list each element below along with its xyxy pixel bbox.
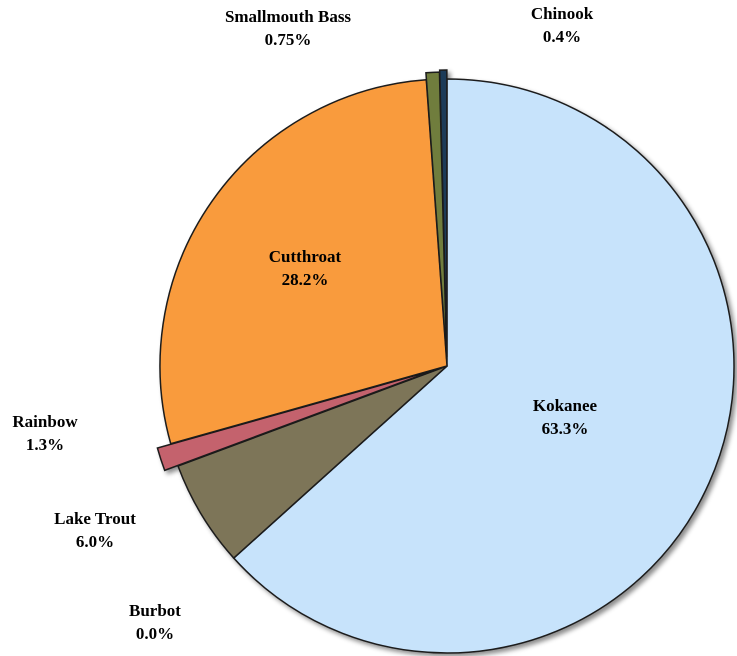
slice-value: 0.75% [265, 30, 312, 49]
pie [156, 69, 735, 654]
slice-label: Lake Trout [54, 509, 136, 528]
pie-slice [159, 78, 448, 445]
pie-slice [232, 78, 735, 654]
slice-value: 6.0% [76, 532, 114, 551]
slice-label: Burbot [129, 601, 181, 620]
slice-value: 0.4% [543, 27, 581, 46]
slice-label: Smallmouth Bass [225, 7, 351, 26]
slice-label: Kokanee [533, 396, 598, 415]
slice-label: Chinook [531, 4, 594, 23]
slice-value: 0.0% [136, 624, 174, 643]
slice-value: 63.3% [542, 419, 589, 438]
slice-label: Cutthroat [269, 247, 342, 266]
pie-slice [156, 369, 434, 472]
slice-label: Rainbow [12, 412, 78, 431]
pie-slice [438, 69, 448, 358]
slice-value: 28.2% [282, 270, 329, 289]
slice-value: 1.3% [26, 435, 64, 454]
labels: Kokanee 63.3% Burbot 0.0% Lake Trout 6.0% Rain… [12, 4, 597, 643]
